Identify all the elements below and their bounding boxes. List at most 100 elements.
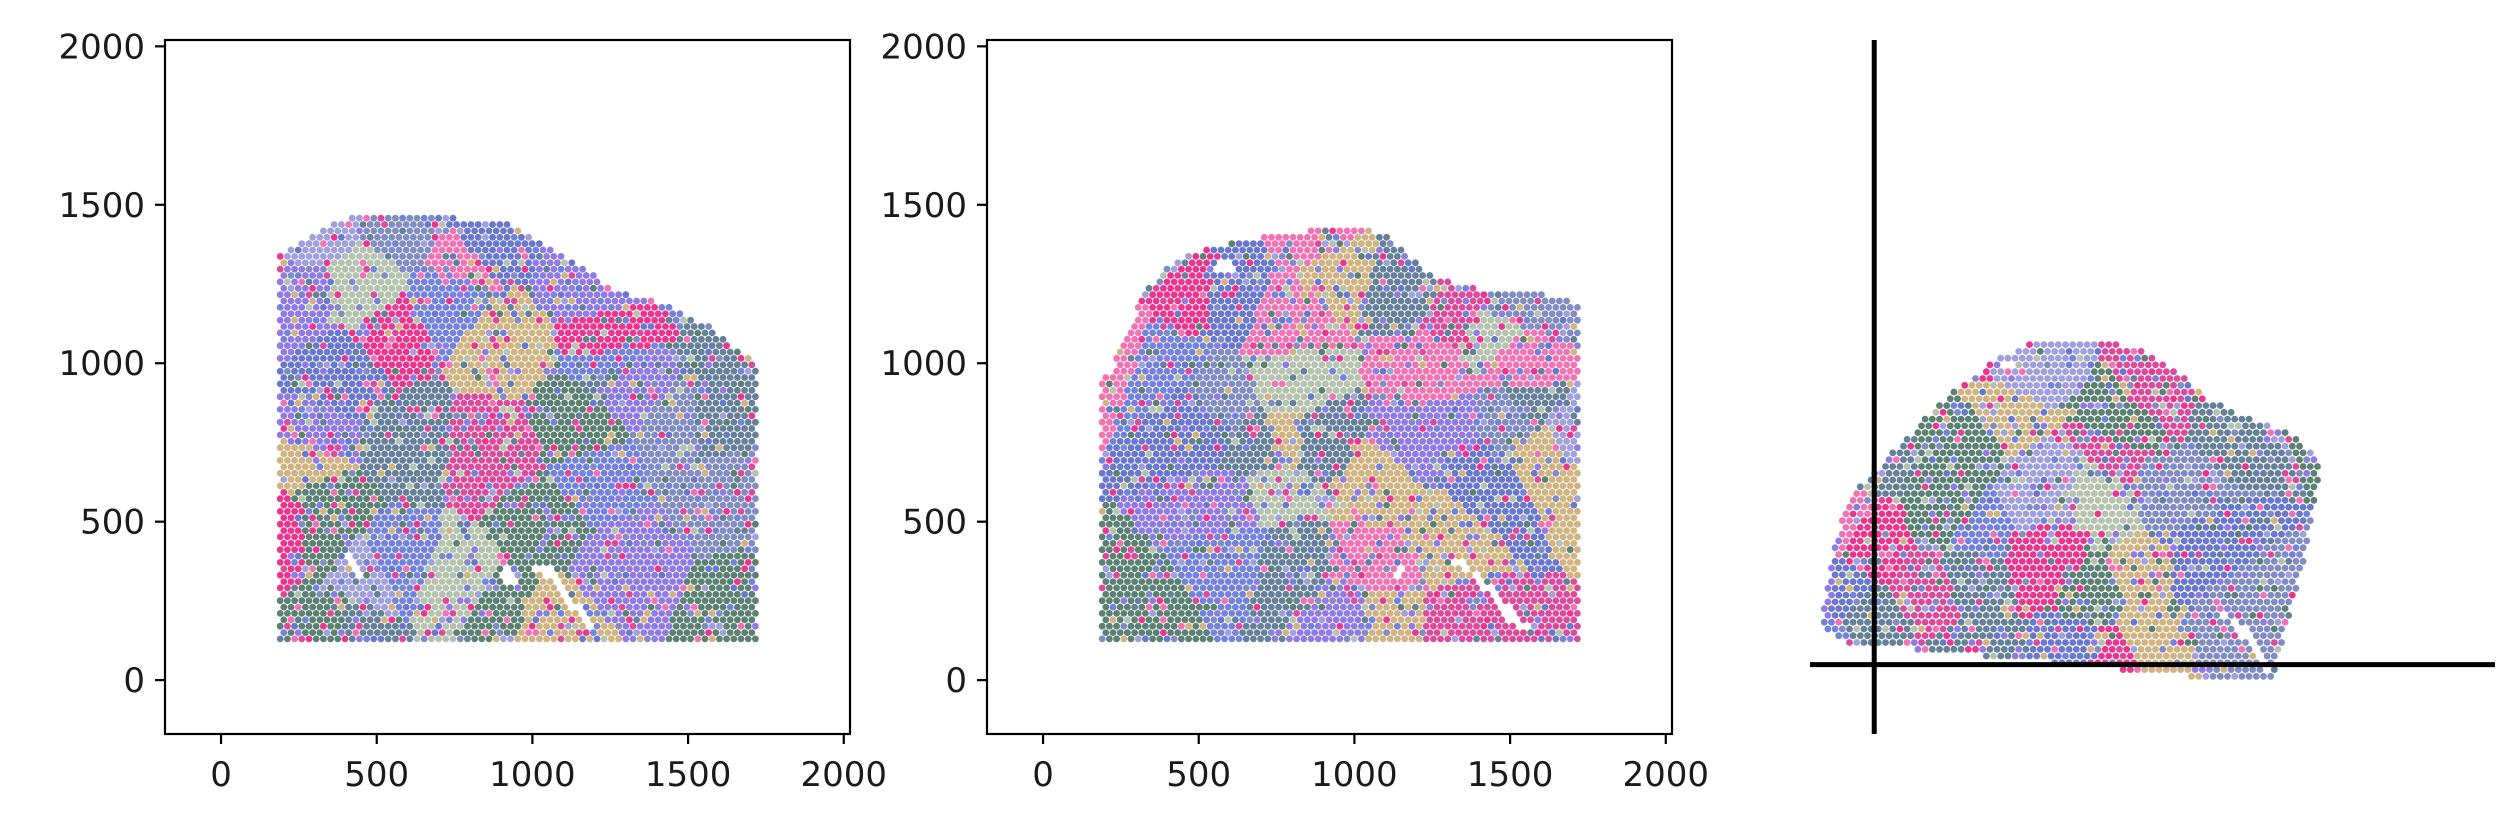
spot-point [651, 622, 658, 630]
spot-point [1192, 584, 1200, 592]
spot-point [1484, 565, 1491, 573]
spot-point [557, 508, 565, 515]
spot-point [410, 425, 417, 432]
spot-point [338, 552, 345, 560]
spot-point [665, 367, 673, 375]
spot-point [489, 297, 496, 305]
spot-point [1376, 552, 1383, 560]
spot-point [374, 450, 381, 458]
spot-point [449, 380, 457, 388]
spot-point [730, 622, 738, 630]
spot-point [701, 444, 709, 452]
spot-point [438, 450, 446, 458]
spot-point [359, 335, 367, 343]
spot-point [1127, 622, 1135, 630]
spot-point [564, 444, 572, 452]
spot-point [312, 240, 320, 248]
spot-point [698, 629, 705, 636]
spot-point [708, 329, 716, 337]
spot-point [276, 508, 284, 515]
spot-point [305, 342, 313, 350]
spot-point [525, 463, 532, 471]
spot-point [550, 342, 558, 350]
spot-point [456, 546, 464, 554]
spot-point [1520, 565, 1527, 573]
spot-point [737, 584, 745, 592]
spot-point [503, 272, 511, 279]
spot-point [1437, 546, 1444, 554]
spot-point [1203, 590, 1210, 598]
spot-point [672, 584, 680, 592]
spot-point [737, 559, 745, 566]
spot-point [597, 425, 604, 432]
spot-point [449, 622, 457, 630]
spot-point [554, 437, 561, 445]
spot-point [582, 552, 590, 560]
spot-point [716, 380, 723, 388]
spot-point [334, 457, 342, 464]
spot-point [406, 533, 414, 541]
spot-point [593, 367, 601, 375]
spot-point [1444, 546, 1452, 554]
spot-point [694, 520, 702, 528]
spot-point [676, 374, 684, 381]
spot-point [564, 469, 572, 477]
spot-point [1437, 584, 1444, 592]
spot-point [1523, 635, 1531, 643]
spot-point [359, 565, 367, 573]
spot-point [366, 233, 374, 241]
spot-point [539, 386, 547, 394]
spot-point [590, 603, 597, 611]
spot-point [680, 495, 687, 503]
spot-point [1368, 578, 1376, 585]
spot-point [647, 476, 655, 483]
spot-point [701, 597, 709, 605]
spot-point [572, 367, 579, 375]
spot-point [615, 546, 622, 554]
spot-point [622, 469, 630, 477]
spot-point [1196, 539, 1203, 547]
spot-point [536, 316, 543, 324]
spot-point [460, 399, 468, 407]
spot-point [1419, 629, 1426, 636]
spot-point [496, 603, 504, 611]
spot-point [417, 514, 424, 522]
spot-point [1372, 559, 1380, 566]
spot-point [1152, 552, 1160, 560]
spot-point [680, 533, 687, 541]
spot-point [496, 412, 504, 420]
spot-point [381, 578, 388, 585]
spot-point [676, 488, 684, 496]
spot-point [640, 616, 648, 624]
spot-point [471, 291, 478, 299]
spot-point [1376, 603, 1383, 611]
spot-point [395, 335, 403, 343]
spot-point [442, 559, 450, 566]
spot-point [449, 571, 457, 579]
spot-point [1437, 597, 1444, 605]
spot-point [510, 310, 518, 318]
spot-point [748, 514, 756, 522]
spot-point [456, 584, 464, 592]
spot-point [712, 450, 720, 458]
spot-point [719, 450, 727, 458]
spot-point [752, 482, 759, 490]
spot-point [359, 386, 367, 394]
spot-point [406, 584, 414, 592]
spot-point [1167, 552, 1174, 560]
spot-point [1350, 546, 1358, 554]
spot-point [456, 457, 464, 464]
spot-point [298, 367, 306, 375]
spot-point [424, 361, 432, 369]
spot-point [406, 495, 414, 503]
spot-point [1116, 578, 1124, 585]
spot-point [518, 450, 525, 458]
spot-point [464, 342, 471, 350]
spot-point [654, 539, 662, 547]
spot-point [1422, 597, 1430, 605]
spot-point [1372, 571, 1380, 579]
spot-point [1466, 597, 1473, 605]
spot-point [417, 539, 424, 547]
spot-point [622, 546, 630, 554]
spot-point [374, 463, 381, 471]
